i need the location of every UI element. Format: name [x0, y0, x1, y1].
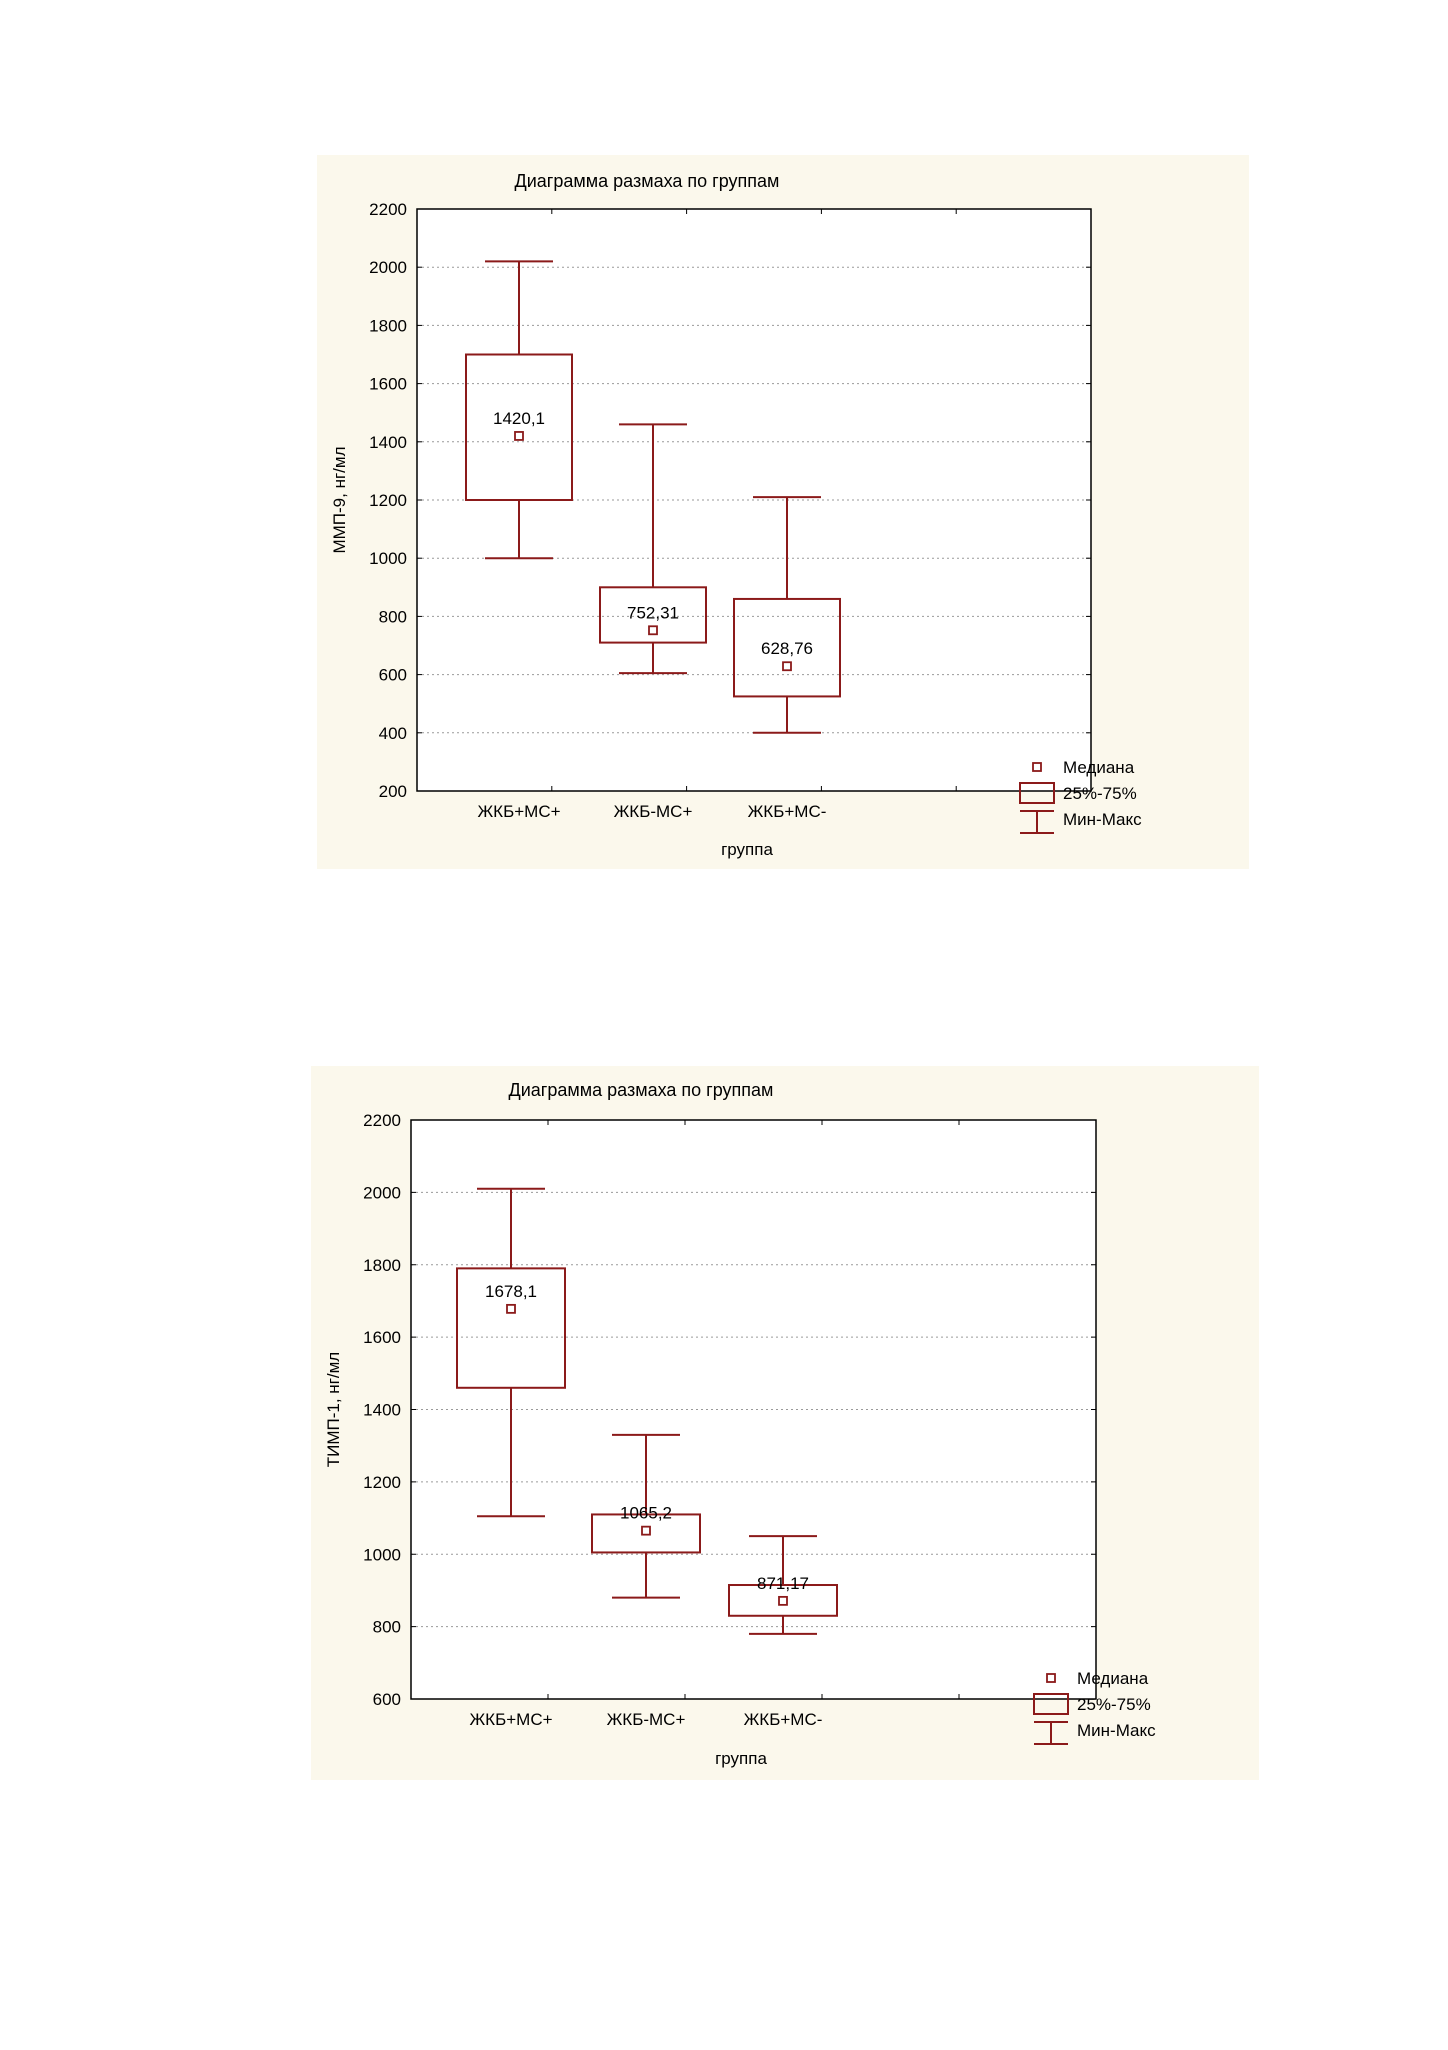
y-tick-label: 1400 — [363, 1401, 401, 1420]
y-tick-label: 2200 — [363, 1111, 401, 1130]
median-label: 1065,2 — [620, 1504, 672, 1523]
y-tick-label: 800 — [379, 607, 407, 626]
chart-panel-mmp9: Диаграмма размаха по группам 200 400 600 800… — [317, 155, 1249, 869]
chart-title: Диаграмма размаха по группам — [509, 1080, 774, 1100]
chart-title: Диаграмма размаха по группам — [515, 171, 780, 191]
legend-box-icon — [1019, 782, 1055, 804]
x-category-label: ЖКБ+МС- — [744, 1710, 823, 1729]
y-tick-label: 2000 — [369, 258, 407, 277]
median-marker — [648, 625, 658, 636]
x-category-label: ЖКБ-МС+ — [614, 802, 693, 821]
chart-panel-timp1: Диаграмма размаха по группам 600 800 1000 12… — [311, 1066, 1259, 1780]
y-tick-label: 600 — [379, 666, 407, 685]
legend-label-quartiles: 25%-75% — [1063, 784, 1137, 803]
y-tick-label: 1000 — [363, 1545, 401, 1564]
median-label: 871,17 — [757, 1574, 809, 1593]
median-marker — [514, 431, 524, 441]
y-tick-label: 1800 — [363, 1256, 401, 1275]
legend-label-minmax: Мин-Макс — [1077, 1721, 1156, 1740]
y-tick-label: 1200 — [369, 491, 407, 510]
iqr-box — [599, 586, 707, 644]
legend-label-quartiles: 25%-75% — [1077, 1695, 1151, 1714]
x-category-label: ЖКБ-МС+ — [607, 1710, 686, 1729]
legend-median-icon — [1032, 762, 1042, 772]
median-label: 628,76 — [761, 639, 813, 658]
boxplot-chart-mmp9: Диаграмма размаха по группам 200 400 600 800… — [330, 171, 1142, 859]
y-tick-label: 600 — [373, 1690, 401, 1709]
iqr-box — [456, 1267, 566, 1389]
y-tick-label: 400 — [379, 724, 407, 743]
boxplot-chart-timp1: Диаграмма размаха по группам 600 800 1000 12… — [324, 1080, 1156, 1768]
y-tick-label: 1600 — [369, 375, 407, 394]
y-tick-label: 1800 — [369, 316, 407, 335]
y-tick-label: 2000 — [363, 1183, 401, 1202]
median-marker — [782, 661, 792, 672]
legend-label-minmax: Мин-Макс — [1063, 810, 1142, 829]
y-tick-label: 1400 — [369, 433, 407, 452]
y-tick-label: 1200 — [363, 1473, 401, 1492]
y-tick-label: 200 — [379, 782, 407, 801]
median-label: 1420,1 — [493, 409, 545, 428]
plot-frame — [416, 208, 1092, 792]
plot-frame — [410, 1119, 1097, 1700]
x-category-label: ЖКБ+МС- — [748, 802, 827, 821]
x-axis-label: группа — [715, 1749, 767, 1768]
x-category-label: ЖКБ+МС+ — [469, 1710, 552, 1729]
legend-median-icon — [1046, 1673, 1056, 1683]
x-category-label: ЖКБ+МС+ — [477, 802, 560, 821]
y-tick-label: 2200 — [369, 200, 407, 219]
median-label: 752,31 — [627, 603, 679, 622]
iqr-box — [591, 1513, 701, 1554]
median-marker — [778, 1595, 788, 1606]
median-label: 1678,1 — [485, 1282, 537, 1301]
median-marker — [641, 1525, 651, 1536]
y-axis-label: ТИМП-1, нг/мл — [324, 1352, 343, 1467]
y-tick-label: 1600 — [363, 1328, 401, 1347]
plot-area — [411, 1120, 1096, 1699]
iqr-box — [733, 597, 841, 698]
iqr-box — [465, 353, 573, 501]
legend-label-median: Медиана — [1077, 1669, 1149, 1688]
legend-label-median: Медиана — [1063, 758, 1135, 777]
x-axis-label: группа — [721, 840, 773, 859]
y-axis-label: ММП-9, нг/мл — [330, 446, 349, 553]
y-tick-label: 1000 — [369, 549, 407, 568]
legend-box-icon — [1033, 1693, 1069, 1715]
iqr-box — [728, 1584, 838, 1617]
median-marker — [506, 1303, 516, 1314]
y-tick-label: 800 — [373, 1618, 401, 1637]
